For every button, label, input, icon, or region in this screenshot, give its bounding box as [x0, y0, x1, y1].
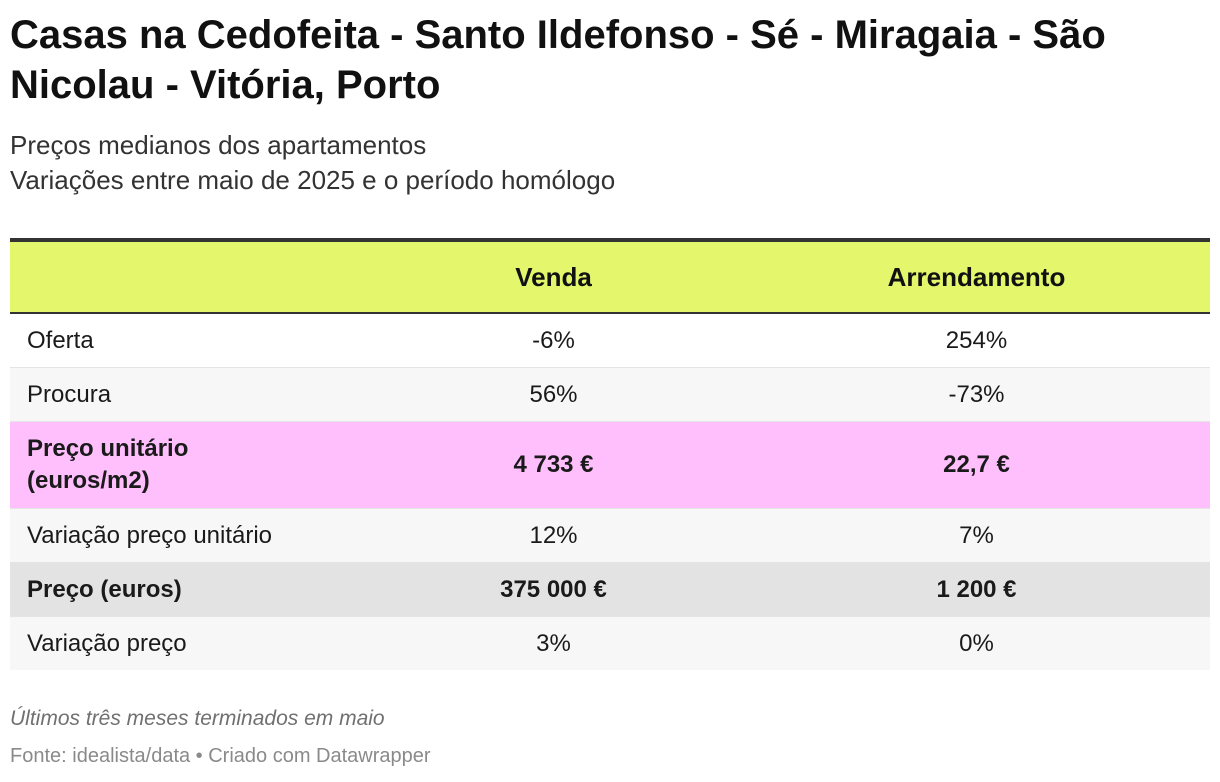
chart-note: Últimos três meses terminados em maio [10, 707, 385, 730]
cell-venda: 375 000 € [500, 575, 607, 603]
chart-title: Casas na Cedofeita - Santo Ildefonso - S… [10, 13, 1106, 107]
cell-arrendamento: 22,7 € [943, 451, 1010, 478]
row-label: Oferta [27, 326, 94, 354]
subtitle-line-1: Preços medianos dos apartamentos [10, 130, 427, 160]
header-cell-arrendamento: Arrendamento [887, 261, 1066, 292]
row-label: Procura [27, 380, 112, 408]
subtitle-line-2: Variações entre maio de 2025 e o período… [10, 165, 616, 195]
table-row-preco-unitario: Preço unitário (euros/m2) 4 733 € 22,7 € [10, 422, 1210, 509]
cell-arrendamento: -73% [948, 380, 1005, 408]
row-label-line-2: (euros/m2) [27, 467, 150, 494]
chart-source: Fonte: idealista/data • Criado com Dataw… [10, 745, 431, 767]
table-row-procura: Procura 56% -73% [10, 368, 1210, 422]
row-label: Preço unitário (euros/m2) [10, 433, 410, 497]
cell-arrendamento: 0% [959, 629, 994, 657]
cell-venda: 12% [529, 521, 578, 549]
data-table: Venda Arrendamento Oferta -6% 254% Procu… [10, 238, 1210, 670]
cell-arrendamento: 7% [959, 521, 994, 549]
cell-venda: -6% [532, 326, 575, 354]
table-row-variacao-preco: Variação preço 3% 0% [10, 617, 1210, 670]
cell-arrendamento: 1 200 € [936, 575, 1017, 603]
cell-arrendamento: 254% [945, 326, 1008, 354]
cell-venda: 4 733 € [513, 451, 594, 478]
table-row-preco: Preço (euros) 375 000 € 1 200 € [10, 563, 1210, 617]
table-header-row: Venda Arrendamento [10, 242, 1210, 314]
row-label: Variação preço unitário [27, 521, 273, 549]
header-cell-venda: Venda [515, 261, 592, 292]
table-row-oferta: Oferta -6% 254% [10, 314, 1210, 368]
cell-venda: 56% [529, 380, 578, 408]
table-row-variacao-preco-unitario: Variação preço unitário 12% 7% [10, 509, 1210, 563]
row-label: Variação preço [27, 629, 187, 657]
row-label: Preço (euros) [27, 575, 182, 603]
cell-venda: 3% [536, 629, 571, 657]
chart-subtitle: Preços medianos dos apartamentos Variaçõ… [10, 128, 1200, 198]
row-label-line-1: Preço unitário [27, 435, 189, 462]
